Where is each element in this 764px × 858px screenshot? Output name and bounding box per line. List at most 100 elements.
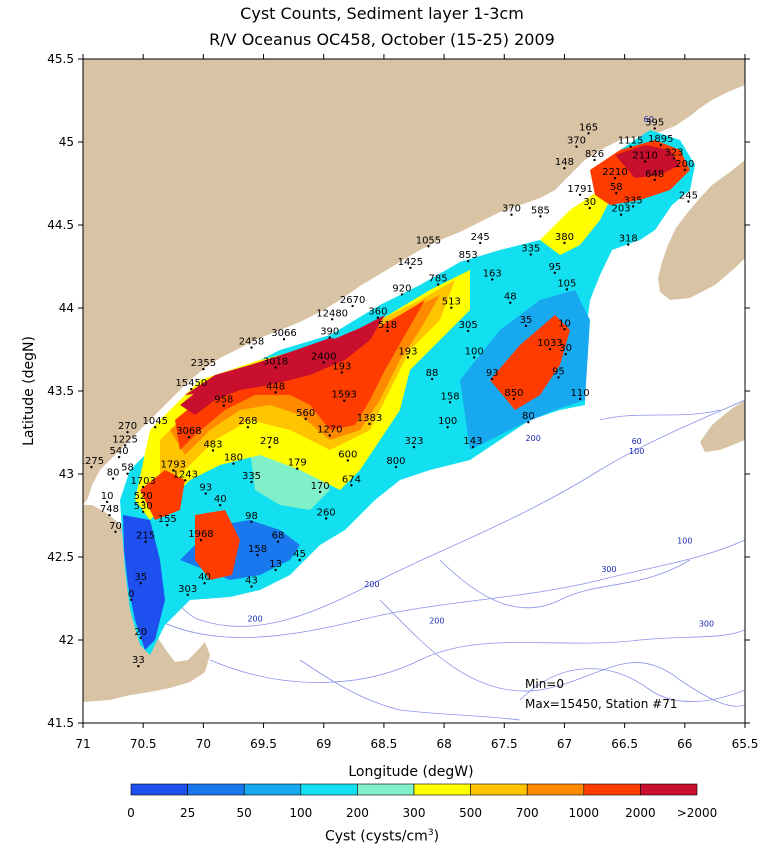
station-marker	[466, 329, 470, 333]
cyst-field	[120, 130, 695, 655]
station-marker	[563, 241, 566, 245]
station-marker	[199, 538, 203, 542]
station-value: 100	[438, 416, 457, 427]
station-value: 1703	[130, 476, 155, 487]
station-marker	[328, 336, 331, 339]
station-marker	[141, 510, 145, 514]
x-tick-label: 70	[196, 737, 211, 751]
colorbar-tick-label: 2000	[625, 806, 656, 820]
colorbar-tick-label: 0	[127, 806, 135, 820]
colorbar-tick-label: 500	[459, 806, 482, 820]
station-value: 853	[459, 250, 478, 261]
station-value: 1115	[618, 136, 643, 147]
station-marker	[615, 191, 618, 195]
station-value: 390	[320, 327, 339, 338]
station-marker	[376, 316, 380, 319]
station-marker	[274, 568, 277, 572]
station-value: 540	[110, 446, 129, 457]
station-marker	[450, 306, 453, 309]
colorbar-swatch	[187, 783, 245, 796]
station-marker	[619, 213, 623, 216]
field-yellow-north	[540, 180, 620, 255]
colorbar-tick-label: 300	[403, 806, 426, 820]
field-red-east	[490, 315, 570, 410]
station-marker	[368, 422, 371, 426]
station-value: 585	[531, 205, 550, 216]
x-tick-label: 70.5	[130, 737, 157, 751]
y-tick-label: 42	[59, 633, 74, 647]
field-low-west	[123, 515, 165, 650]
station-marker	[330, 318, 334, 321]
station-marker	[448, 401, 452, 404]
station-value: 1045	[142, 416, 167, 427]
station-marker	[509, 301, 512, 304]
station-value: 203	[611, 204, 630, 215]
station-value: 1793	[161, 459, 186, 470]
y-tick-label: 45.5	[47, 52, 74, 66]
station-marker	[346, 459, 349, 462]
colorbar-swatch	[357, 783, 415, 796]
station-value: 360	[368, 307, 387, 318]
station-value: 100	[465, 346, 484, 357]
station-marker	[436, 283, 440, 286]
station-marker	[322, 361, 325, 364]
colorbar-swatch	[413, 783, 471, 796]
land-mainland	[83, 59, 745, 505]
station-value: 193	[398, 346, 417, 357]
station-value: 278	[260, 436, 279, 447]
colorbar: 0 25 50 100 200 300 500 700 1000 2000 >2000	[127, 783, 717, 820]
max-value: Max=15450, Station #71	[525, 697, 677, 711]
station-value: 335	[242, 471, 261, 482]
station-marker	[427, 245, 430, 248]
station-value: 3018	[263, 356, 288, 367]
station-value: 93	[486, 368, 499, 379]
station-marker	[250, 585, 253, 588]
station-marker	[268, 445, 271, 449]
station-value: 215	[136, 531, 155, 542]
station-marker	[137, 665, 140, 668]
station-marker	[187, 435, 191, 439]
y-tick-label: 42.5	[47, 550, 74, 564]
station-value: 40	[198, 572, 211, 583]
station-value: 2458	[239, 337, 264, 348]
station-marker	[524, 324, 528, 328]
station-value: 180	[224, 453, 243, 464]
station-value: 48	[504, 292, 517, 303]
station-value: 158	[441, 391, 460, 402]
station-marker	[328, 434, 331, 437]
station-marker	[324, 517, 328, 520]
station-value: 518	[378, 320, 397, 331]
station-marker	[250, 520, 253, 524]
land-cape-cod	[83, 505, 210, 702]
depth-label: 100	[629, 447, 644, 456]
station-marker	[394, 465, 398, 469]
station-marker	[578, 397, 582, 401]
station-marker	[219, 504, 222, 507]
station-value: 2355	[191, 358, 216, 369]
colorbar-tick-label: 100	[289, 806, 312, 820]
x-tick-label: 68	[436, 737, 451, 751]
x-axis-ticks: 71 70.5 70 69.5 69 68.5 68 67.5 67 66.5 66 65.5	[75, 54, 758, 751]
colorbar-swatch	[583, 783, 641, 796]
station-value: 105	[557, 278, 576, 289]
station-marker	[539, 215, 542, 218]
station-marker	[400, 293, 404, 296]
colorbar-swatch	[300, 783, 358, 796]
y-tick-label: 45	[59, 135, 74, 149]
station-marker	[588, 206, 591, 210]
station-marker	[351, 304, 354, 308]
station-value: 10	[558, 318, 571, 329]
x-tick-label: 69	[316, 737, 331, 751]
station-marker	[274, 366, 277, 369]
land	[83, 59, 745, 702]
y-tick-label: 41.5	[47, 716, 74, 730]
field-red-southwest	[140, 470, 185, 520]
colorbar-tick-label: 700	[516, 806, 539, 820]
y-tick-label: 44.5	[47, 218, 74, 232]
station-value: 20	[134, 627, 147, 638]
station-value: 95	[552, 366, 565, 377]
station-value: 165	[579, 122, 598, 133]
station-marker	[472, 356, 476, 359]
min-value: Min=0	[525, 677, 564, 691]
